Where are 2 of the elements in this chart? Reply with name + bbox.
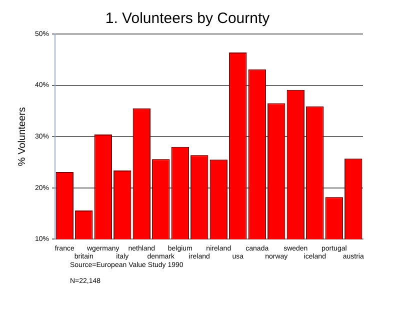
y-axis-title: % Volunteers: [16, 107, 28, 166]
chart-title: 1. Volunteers by Cournty: [105, 10, 270, 28]
